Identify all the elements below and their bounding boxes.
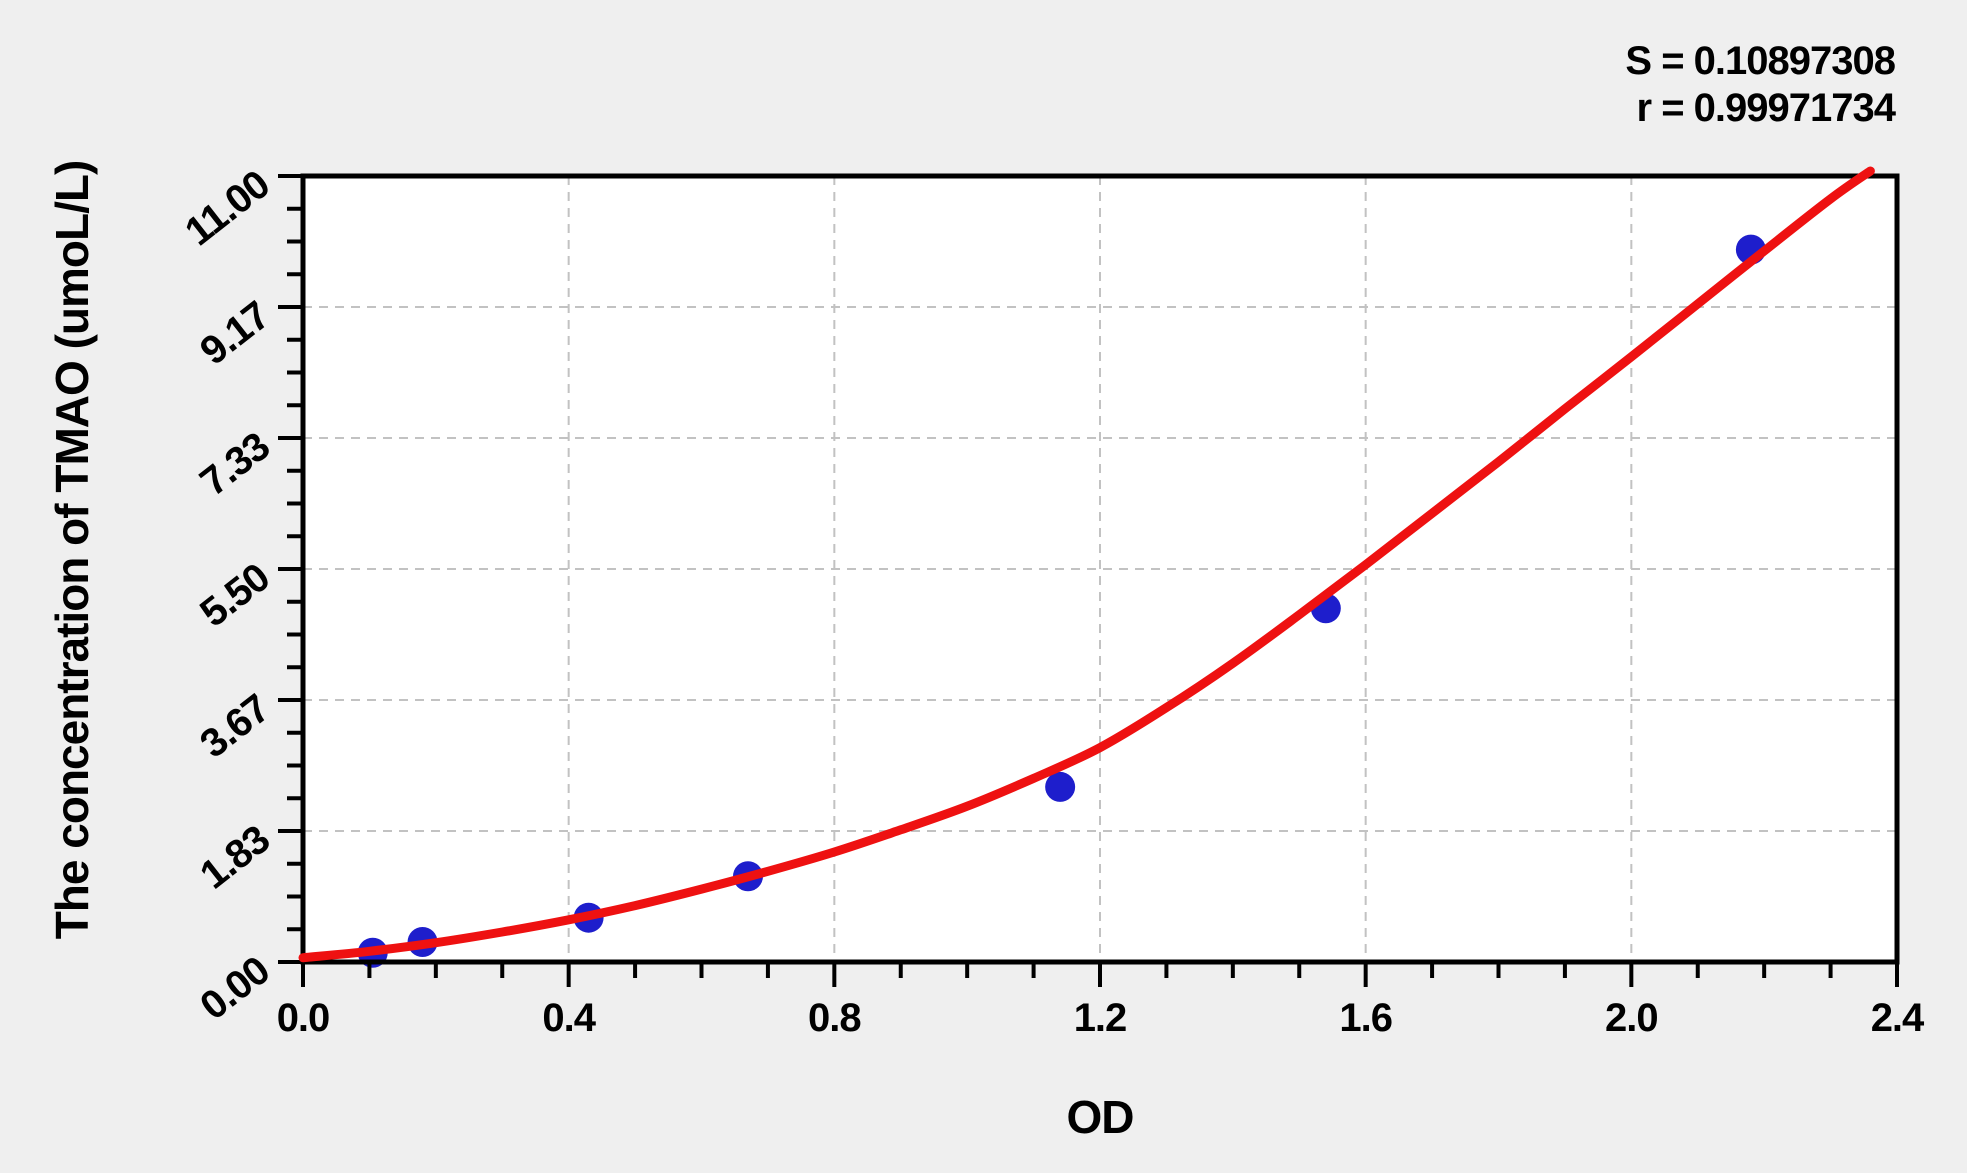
y-tick-label: 7.33: [192, 424, 277, 504]
s-statistic: S = 0.10897308: [1625, 39, 1896, 83]
y-axis-title: The concentration of TMAO (umoL/L): [46, 160, 98, 940]
x-tick-label: 2.0: [1605, 996, 1658, 1040]
data-point: [1045, 771, 1076, 802]
r-statistic: r = 0.99971734: [1636, 86, 1896, 130]
y-tick-label: 9.17: [192, 293, 277, 373]
y-tick-label: 1.83: [192, 817, 277, 897]
y-tick-label: 5.50: [192, 555, 277, 635]
fit-curve: [298, 166, 1875, 963]
x-tick-label: 1.6: [1339, 996, 1392, 1040]
x-tick-label: 0.4: [542, 996, 596, 1040]
x-tick-label: 0.0: [277, 996, 330, 1040]
x-tick-label: 2.4: [1871, 996, 1925, 1040]
fit-statistics: S = 0.10897308 r = 0.99971734: [1625, 38, 1896, 132]
x-axis-title: OD: [1066, 1091, 1135, 1143]
x-tick-label: 0.8: [808, 996, 861, 1040]
y-tick-label: 3.67: [192, 686, 277, 766]
y-tick-label: 0.00: [192, 948, 277, 1028]
y-tick-label: 11.00: [177, 162, 277, 254]
x-tick-label: 1.2: [1074, 996, 1127, 1040]
